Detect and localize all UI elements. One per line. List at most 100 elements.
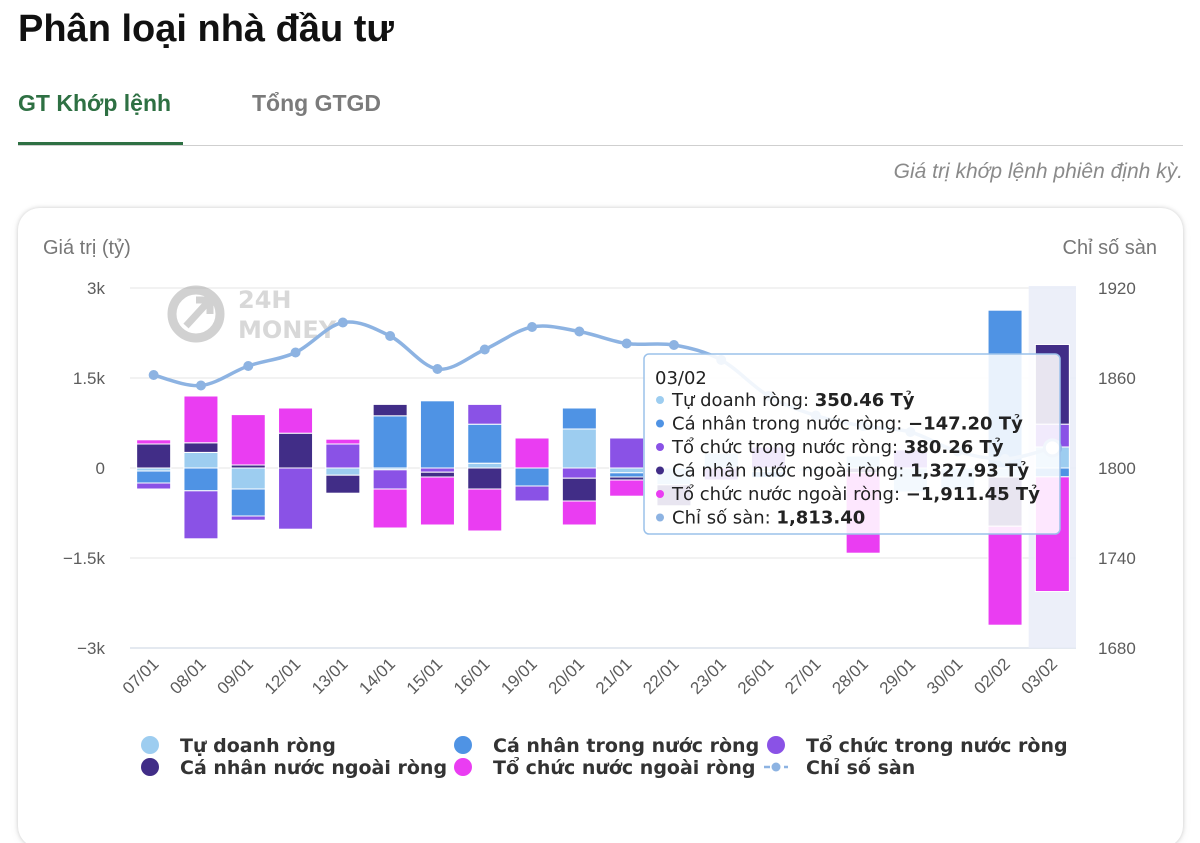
tooltip-bullet [656, 419, 664, 428]
y-tick-label-left: 3k [87, 279, 105, 298]
bar-segment [467, 403, 503, 425]
bar-segment [136, 482, 172, 490]
x-tick-label: 07/01 [119, 654, 163, 698]
bar-segment [230, 515, 266, 521]
index-point [385, 331, 396, 341]
bar-segment [230, 414, 266, 466]
tooltip-row-label: Cá nhân nước ngoài ròng: [672, 461, 910, 482]
bar-segment [372, 469, 408, 490]
x-tick-label: 15/01 [403, 654, 447, 698]
bar-segment [467, 423, 503, 464]
bar-segment [987, 525, 1023, 626]
bar-segment [183, 490, 219, 540]
bar-segment [609, 472, 645, 478]
y-tick-label-right: 1680 [1098, 639, 1136, 658]
index-point [195, 380, 206, 391]
legend-item[interactable]: Tổ chức nước ngoài ròng [454, 756, 755, 779]
legend-item[interactable]: Chỉ số sàn [764, 756, 915, 779]
bar-segment [419, 467, 455, 473]
legend-item[interactable]: Cá nhân trong nước ròng [454, 735, 759, 757]
bar-segment [325, 438, 361, 445]
legend-dot-icon [454, 758, 472, 776]
tooltip-row: Tổ chức nước ngoài ròng: −1,911.45 Tỷ [671, 484, 1040, 505]
bar-segment [372, 415, 408, 469]
bar-segment [561, 477, 597, 502]
legend-item[interactable]: Tự doanh ròng [141, 735, 336, 757]
x-tick-label: 20/01 [545, 654, 589, 698]
legend-item[interactable]: Tổ chức trong nước ròng [767, 734, 1068, 757]
legend-label: Tự doanh ròng [180, 735, 336, 757]
tooltip-bullet [656, 443, 664, 451]
legend-label: Cá nhân trong nước ròng [493, 735, 759, 757]
bar-segment [514, 467, 550, 487]
bar-segment [372, 488, 408, 529]
bar-segment [230, 467, 266, 490]
page-title: Phân loại nhà đầu tư [18, 8, 394, 50]
chart-note: Giá trị khớp lệnh phiên định kỳ. [893, 160, 1183, 183]
legend-dot-icon [454, 736, 472, 754]
index-point [337, 317, 348, 328]
legend-item[interactable]: Cá nhân nước ngoài ròng [141, 757, 447, 779]
legend-dot-icon [141, 736, 159, 754]
bar-segment [278, 467, 314, 530]
index-point [574, 326, 585, 337]
y-tick-label-left: −1.5k [63, 549, 106, 568]
x-tick-label: 16/01 [450, 654, 494, 698]
bar-segment [136, 443, 172, 469]
tooltip-row: Cá nhân nước ngoài ròng: 1,327.93 Tỷ [672, 461, 1029, 482]
tooltip-bullet [656, 513, 664, 522]
x-tick-label: 09/01 [214, 654, 258, 698]
bar-segment [183, 451, 219, 469]
watermark-arrow [183, 296, 214, 329]
y-tick-label-right: 1740 [1098, 549, 1136, 568]
tooltip-row-value: 350.46 Tỷ [815, 390, 915, 411]
y-tick-label-right: 1920 [1098, 279, 1136, 298]
tab-bar: GT Khớp lệnh Tổng GTGD [18, 78, 1183, 146]
tab-gt-khop-lenh[interactable]: GT Khớp lệnh [18, 90, 184, 145]
bar-segment [419, 471, 455, 478]
tooltip-row-label: Tổ chức trong nước ròng: [671, 437, 904, 458]
x-tick-label: 29/01 [876, 654, 920, 698]
bar-segment [419, 400, 455, 469]
bar-segment [325, 467, 361, 476]
tooltip-date: 03/02 [655, 368, 707, 389]
x-tick-label: 08/01 [166, 654, 210, 698]
tooltip-bullet [656, 396, 664, 404]
index-point [243, 361, 254, 371]
tooltip-row-value: −147.20 Tỷ [908, 414, 1023, 435]
index-point [432, 364, 443, 374]
tooltip-row-label: Chỉ số sàn: [672, 508, 776, 529]
legend-dot-icon [141, 758, 159, 776]
legend-dot-icon [767, 736, 785, 754]
tab-tong-gtgd[interactable]: Tổng GTGD [252, 90, 382, 116]
y-tick-label-left: 1.5k [73, 369, 106, 388]
bar-segment [325, 443, 361, 469]
index-point [148, 370, 159, 380]
legend-line-dot [771, 762, 781, 772]
tooltip-row-label: Tự doanh ròng: [671, 390, 815, 411]
tooltip-bullet [656, 466, 664, 475]
watermark-circle [167, 285, 225, 343]
bar-segment [230, 488, 266, 517]
tooltip-row-label: Cá nhân trong nước ròng: [672, 414, 908, 435]
tooltip-row: Tự doanh ròng: 350.46 Tỷ [671, 390, 915, 411]
x-tick-label: 19/01 [497, 654, 541, 698]
x-tick-label: 22/01 [639, 654, 683, 698]
index-point [290, 347, 301, 358]
watermark-text: MONEY [238, 316, 337, 344]
tooltip-row: Cá nhân trong nước ròng: −147.20 Tỷ [672, 414, 1023, 435]
bar-segment [467, 462, 503, 469]
y-tick-label-right: 1800 [1098, 459, 1136, 478]
investor-chart[interactable]: Giá trị (tỷ) Chỉ số sàn 3k 1.5k 0 −1.5k −3k 192… [18, 208, 1183, 840]
y-tick-label-left: 0 [96, 459, 105, 478]
tooltip-row-label: Tổ chức nước ngoài ròng: [671, 484, 906, 505]
x-tick-label: 14/01 [355, 654, 399, 698]
index-point [668, 340, 679, 350]
bar-segment [183, 395, 219, 444]
bar-segment [561, 428, 597, 469]
bar-segment [467, 488, 503, 532]
x-tick-label: 13/01 [308, 654, 352, 698]
x-tick-label: 30/01 [923, 654, 967, 698]
tooltip-bullet [656, 490, 664, 498]
